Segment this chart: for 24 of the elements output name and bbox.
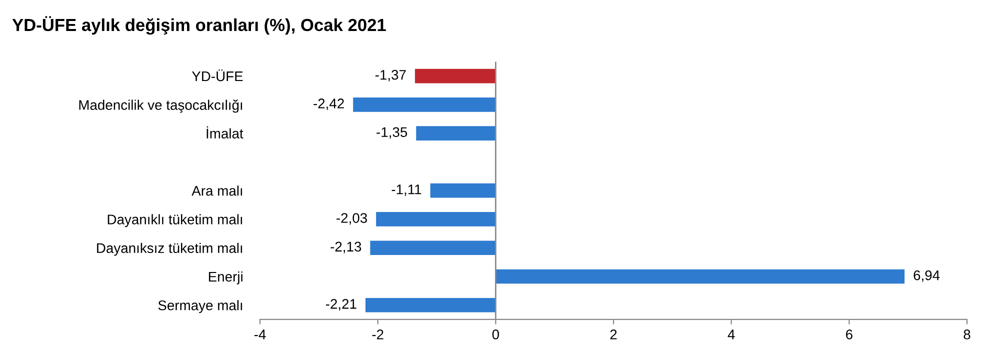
x-tick-label: 8: [964, 330, 970, 340]
x-tick-label: 2: [610, 330, 617, 340]
y-tick-label: Dayanıklı tüketim malı: [108, 214, 242, 228]
data-label: -1,37: [375, 70, 406, 82]
x-tick-label: 6: [846, 330, 852, 340]
y-tick-label: İmalat: [206, 126, 244, 138]
y-tick-label: Madencilik ve taşocakcılığı: [79, 100, 242, 113]
data-label: -1,11: [392, 184, 422, 196]
x-tick-label: 0: [492, 330, 499, 340]
data-label: -2,03: [336, 213, 367, 225]
data-label: -1,35: [376, 127, 408, 139]
y-tick-label: Enerji: [208, 271, 242, 284]
x-tick-label: -4: [254, 330, 266, 340]
data-label: -2,13: [330, 242, 362, 254]
y-tick-label: Dayanıksız tüketim malı: [97, 242, 242, 256]
y-tick-label: Ara malı: [192, 186, 242, 196]
y-tick-label: Sermaye malı: [158, 300, 242, 314]
x-tick-label: -2: [372, 330, 384, 340]
x-tick-label: 4: [728, 330, 735, 340]
data-label: 6,94: [914, 270, 940, 282]
data-label: -2,21: [326, 299, 356, 310]
data-label: -2,42: [314, 98, 344, 110]
y-tick-label: YD-ÜFE: [192, 69, 243, 82]
chart-title: YD-ÜFE aylık değişim oranları (%), Ocak 2021: [12, 16, 386, 35]
